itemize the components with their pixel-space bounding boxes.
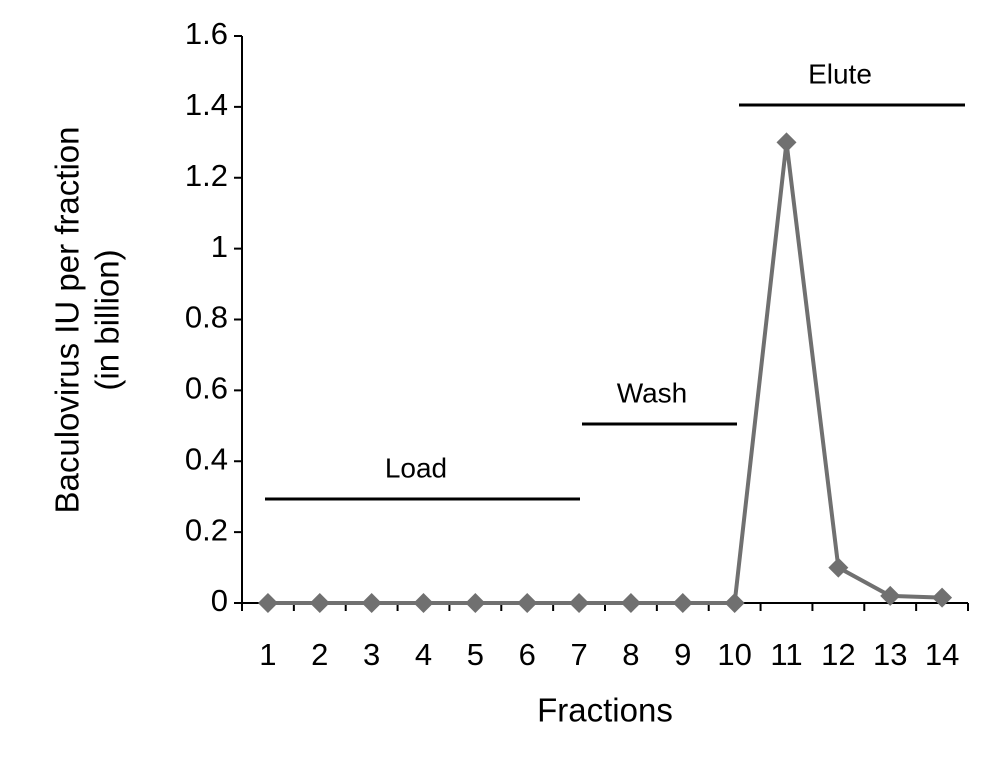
y-tick-label: 0.4 <box>185 441 228 476</box>
y-tick-label: 0.6 <box>185 371 228 406</box>
marker <box>620 593 641 613</box>
marker <box>517 593 538 613</box>
y-axis-title: (in billion) <box>89 249 126 390</box>
x-tick-label: 2 <box>311 637 328 672</box>
x-tick-label: 6 <box>519 637 536 672</box>
marker <box>724 593 745 613</box>
x-tick-label: 13 <box>873 637 907 672</box>
x-tick-label: 8 <box>622 637 639 672</box>
marker <box>413 593 434 613</box>
y-tick-label: 1.4 <box>185 87 228 122</box>
x-tick-label: 5 <box>467 637 484 672</box>
marker <box>309 593 330 613</box>
annotation: Elute <box>808 58 872 89</box>
y-tick-label: 0.8 <box>185 300 228 335</box>
marker <box>932 587 953 608</box>
data-line <box>267 142 943 605</box>
y-tick-label: 1.2 <box>185 158 228 193</box>
x-tick-label: 11 <box>770 637 802 672</box>
y-axis-title: Baculovirus IU per fraction <box>49 127 86 514</box>
y-tick-label: 1.6 <box>185 16 228 51</box>
marker <box>465 593 486 613</box>
marker <box>672 593 693 613</box>
marker <box>828 557 849 578</box>
marker <box>776 132 797 153</box>
annotation: Wash <box>617 377 688 408</box>
x-tick-label: 1 <box>259 637 276 672</box>
x-tick-label: 7 <box>570 637 587 672</box>
x-tick-label: 4 <box>415 637 432 672</box>
marker <box>361 593 382 613</box>
x-axis-title: Fractions <box>537 692 673 729</box>
y-tick-label: 0.2 <box>185 512 228 547</box>
annotation: Load <box>385 452 447 483</box>
y-tick-label: 1 <box>211 229 228 264</box>
marker <box>257 593 278 613</box>
x-tick-label: 3 <box>363 637 380 672</box>
marker <box>880 585 901 606</box>
marker <box>569 593 590 613</box>
x-tick-label: 12 <box>821 637 855 672</box>
x-tick-label: 10 <box>717 637 751 672</box>
x-tick-label: 9 <box>674 637 691 672</box>
x-tick-label: 14 <box>925 637 959 672</box>
y-tick-label: 0 <box>211 583 228 618</box>
